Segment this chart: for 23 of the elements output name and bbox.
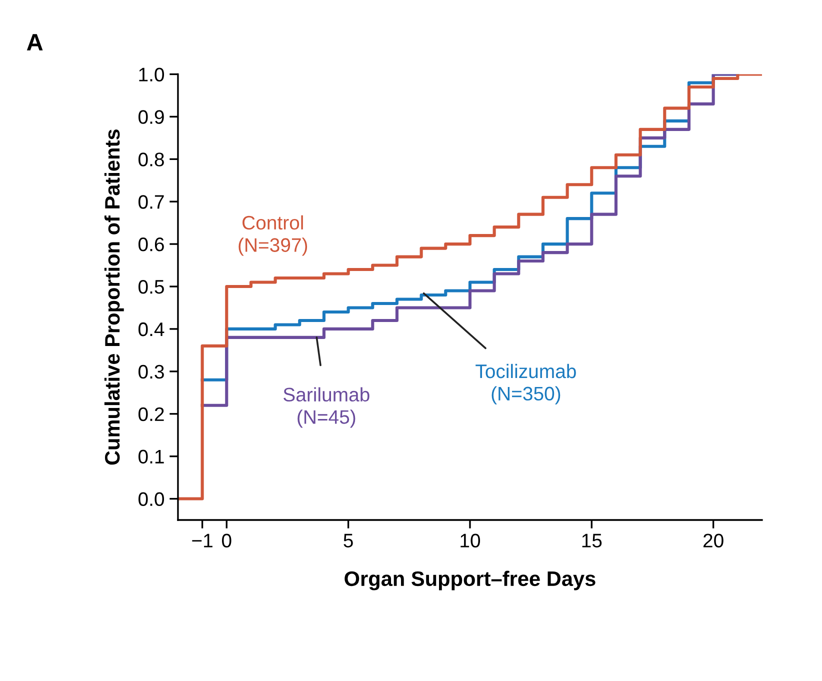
x-tick-label: 20 bbox=[703, 534, 724, 548]
y-tick-label: 0.1 bbox=[138, 450, 164, 464]
y-tick-label: 0.9 bbox=[138, 110, 164, 124]
series-label: Control (N=397) bbox=[238, 215, 308, 256]
x-tick-label: 0 bbox=[222, 534, 232, 548]
y-tick-label: 1.0 bbox=[139, 68, 164, 82]
y-axis-title: Cumulative Proportion of Patients bbox=[104, 130, 124, 465]
x-tick-label: 5 bbox=[344, 534, 353, 548]
text: A bbox=[26, 34, 43, 50]
y-tick-label: 0.5 bbox=[138, 280, 164, 294]
y-tick-label: 0.7 bbox=[138, 195, 164, 209]
y-tick-label: 0.8 bbox=[138, 152, 164, 166]
x-tick-label: 15 bbox=[582, 534, 602, 548]
text: Tocilizumab (N=350) bbox=[476, 364, 576, 404]
text: Sarilumab (N=45) bbox=[284, 387, 370, 428]
y-tick-label: 0.6 bbox=[138, 238, 164, 252]
y-tick-label: 0.0 bbox=[138, 492, 164, 506]
y-tick-label: 0.4 bbox=[138, 322, 164, 336]
x-tick-label: 10 bbox=[460, 534, 480, 548]
y-tick-label: 0.3 bbox=[138, 364, 164, 379]
y-tick-label: 0.2 bbox=[138, 407, 164, 422]
x-tick-label: −1 bbox=[192, 534, 212, 548]
x-axis-title: Organ Support–free Days bbox=[344, 570, 596, 590]
